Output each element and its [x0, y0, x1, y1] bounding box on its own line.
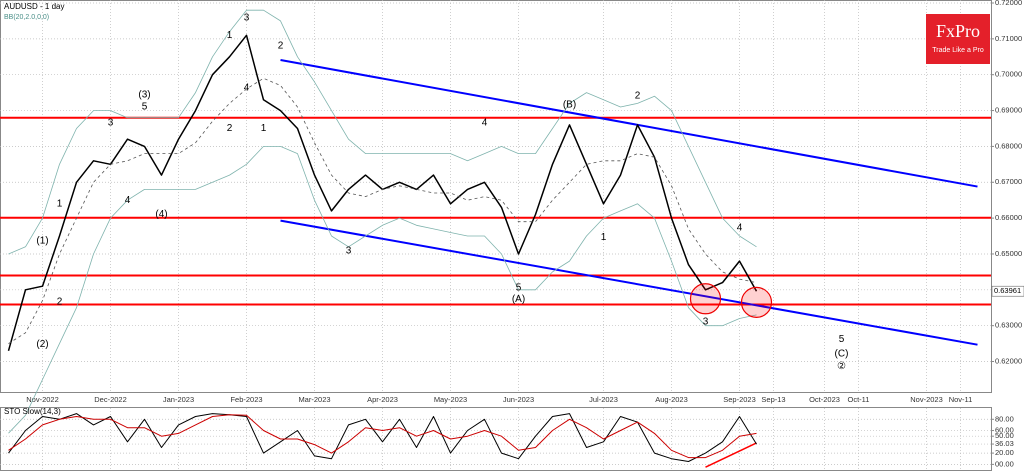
y-tick-label: 20.00 — [995, 448, 1014, 457]
series-line — [8, 146, 757, 434]
y-tick-label: 0.65000 — [995, 249, 1022, 258]
chart-title: AUDUSD - 1 day — [4, 2, 64, 11]
y-tick-label: 0.62000 — [995, 357, 1022, 366]
main-panel — [0, 0, 992, 393]
wave-label: 3 — [346, 245, 352, 256]
x-tick-label: Nov-11 — [949, 395, 973, 404]
wave-label: (3) — [138, 89, 150, 100]
trendline — [280, 59, 978, 188]
x-tick-label: Dec-2022 — [94, 395, 127, 404]
wave-label: (C) — [835, 348, 849, 359]
y-tick-label: 60.00 — [995, 426, 1014, 435]
x-tick-label: Aug-2023 — [655, 395, 688, 404]
wave-label: 4 — [737, 222, 743, 233]
y-tick-label: 0.71000 — [995, 34, 1022, 43]
wave-label: (B) — [563, 99, 576, 110]
series-line — [8, 77, 757, 344]
y-tick-label: 36.03 — [995, 439, 1014, 448]
trendline — [705, 442, 757, 468]
wave-label: 5 — [839, 334, 845, 345]
wave-label: ② — [837, 361, 846, 372]
x-tick-label: Jun-2023 — [503, 395, 534, 404]
wave-label: 1 — [261, 123, 267, 134]
logo-name: FxPro — [936, 21, 980, 41]
trendline — [280, 219, 978, 346]
wave-label: 5 — [142, 102, 148, 113]
wave-label: (A) — [512, 294, 525, 305]
series-line — [8, 413, 757, 462]
x-tick-label: Oct-2023 — [809, 395, 840, 404]
y-tick-label: 0.72000 — [995, 0, 1022, 7]
series-line — [8, 9, 757, 255]
logo-tagline: Trade Like a Pro — [932, 47, 984, 54]
x-tick-label: Sep-2023 — [723, 395, 756, 404]
wave-label: 4 — [482, 117, 488, 128]
stoch-title: STO Slow(14,3) — [4, 407, 61, 416]
wave-label: 2 — [227, 123, 233, 134]
wave-label: 2 — [635, 90, 641, 101]
highlight-circle — [689, 283, 722, 315]
highlight-circle — [740, 286, 773, 318]
wave-label: 5 — [516, 282, 522, 293]
y-tick-label: 00.00 — [995, 459, 1014, 468]
chart-subtitle: BB(20,2.0,0,0) — [4, 14, 49, 21]
wave-label: 1 — [227, 30, 233, 41]
wave-label: 1 — [57, 198, 63, 209]
x-tick-label: May-2023 — [434, 395, 467, 404]
wave-label: 3 — [108, 117, 114, 128]
x-tick-label: Mar-2023 — [298, 395, 330, 404]
x-tick-label: Nov-2023 — [910, 395, 943, 404]
x-tick-label: Sep-13 — [761, 395, 785, 404]
wave-label: (1) — [36, 235, 48, 246]
wave-label: 2 — [57, 296, 63, 307]
y-tick-label: 80.00 — [995, 414, 1014, 423]
logo-box — [926, 14, 990, 64]
x-tick-label: Jan-2023 — [163, 395, 194, 404]
wave-label: 3 — [244, 13, 250, 24]
last-price-box — [991, 285, 1024, 297]
series-line — [8, 414, 757, 459]
wave-label: 1 — [601, 232, 607, 243]
stoch-panel — [0, 407, 992, 471]
wave-label: (2) — [36, 339, 48, 350]
wave-label: (4) — [155, 209, 167, 220]
x-tick-label: Jul-2023 — [589, 395, 618, 404]
logo: FxPro Trade Like a Pro — [926, 14, 990, 64]
x-tick-label: Feb-2023 — [230, 395, 262, 404]
x-tick-label: Nov-2022 — [26, 395, 59, 404]
y-tick-label: 0.69000 — [995, 106, 1022, 115]
last-price-label: 0.63961 — [994, 286, 1021, 295]
x-tick-label: Oct-11 — [848, 395, 870, 404]
y-tick-label: 0.70000 — [995, 70, 1022, 79]
x-tick-label: Apr-2023 — [367, 395, 398, 404]
wave-label: 3 — [703, 316, 709, 327]
wave-label: 4 — [244, 83, 250, 94]
y-tick-label: 50.00 — [995, 431, 1014, 440]
y-tick-label: 0.63000 — [995, 321, 1022, 330]
wave-label: 2 — [278, 41, 284, 52]
wave-label: 4 — [125, 195, 131, 206]
y-tick-label: 0.67000 — [995, 177, 1022, 186]
y-tick-label: 0.68000 — [995, 141, 1022, 150]
y-tick-label: 0.66000 — [995, 213, 1022, 222]
